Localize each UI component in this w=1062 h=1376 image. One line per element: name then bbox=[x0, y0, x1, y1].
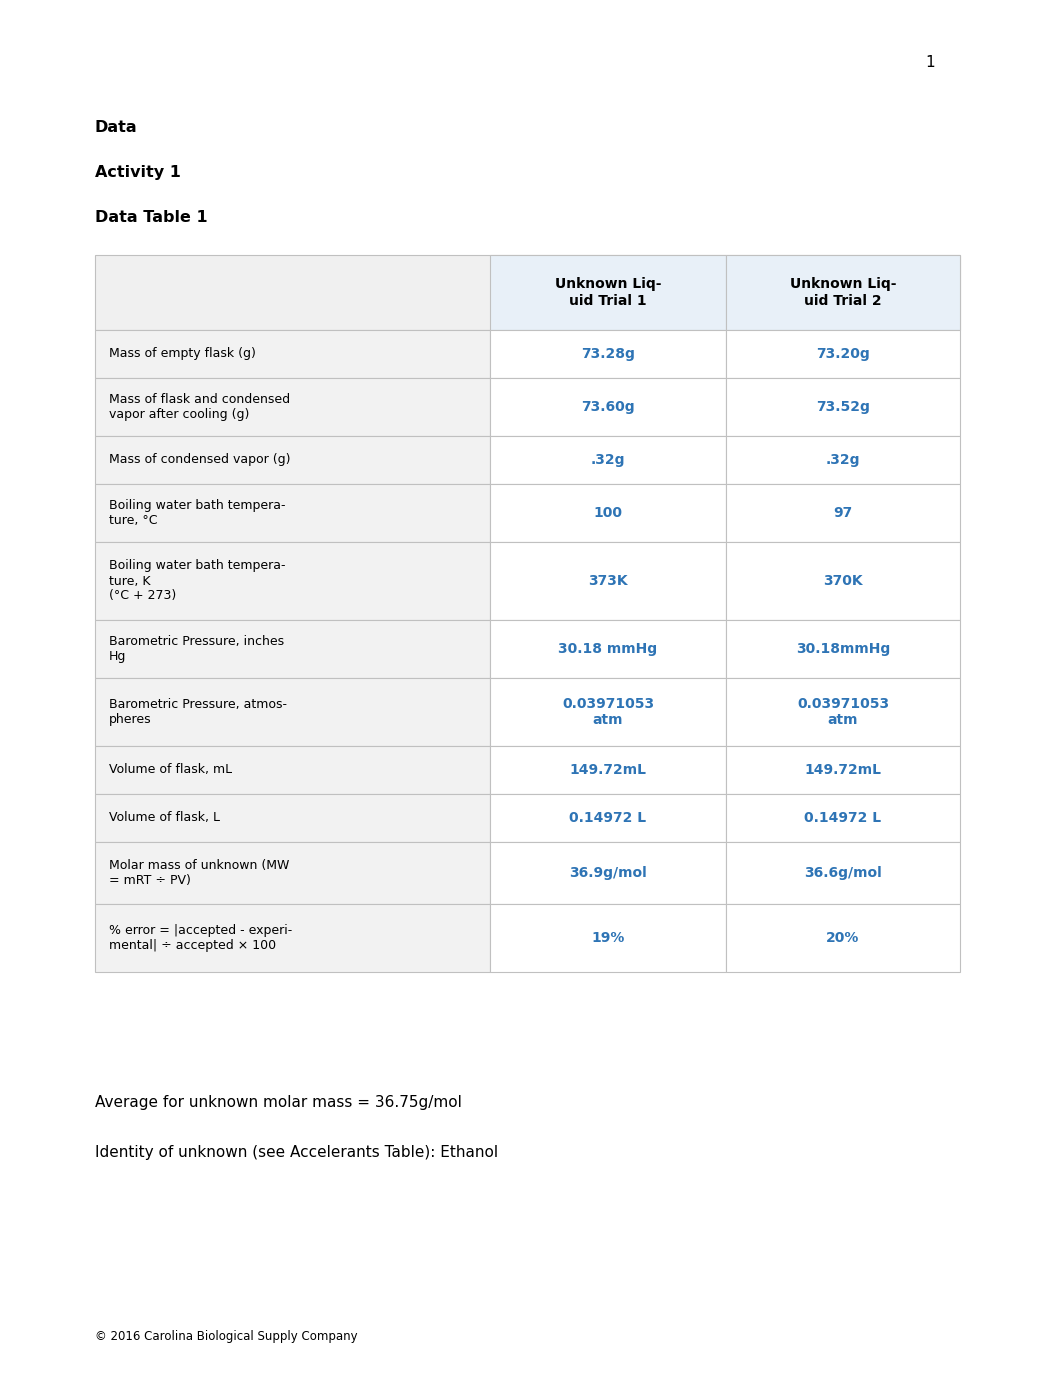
Text: Boiling water bath tempera-
ture, °C: Boiling water bath tempera- ture, °C bbox=[109, 499, 286, 527]
Bar bbox=[726, 842, 960, 904]
Text: Barometric Pressure, inches
Hg: Barometric Pressure, inches Hg bbox=[109, 634, 285, 663]
Bar bbox=[490, 794, 726, 842]
Bar bbox=[490, 904, 726, 971]
Bar bbox=[726, 484, 960, 542]
Text: 0.14972 L: 0.14972 L bbox=[804, 810, 881, 826]
Bar bbox=[490, 330, 726, 378]
Bar bbox=[95, 678, 490, 746]
Text: Activity 1: Activity 1 bbox=[95, 165, 181, 180]
Bar bbox=[490, 746, 726, 794]
Text: .32g: .32g bbox=[826, 453, 860, 466]
Bar bbox=[95, 794, 490, 842]
Bar bbox=[490, 255, 726, 330]
Text: Identity of unknown (see Accelerants Table): Ethanol: Identity of unknown (see Accelerants Tab… bbox=[95, 1145, 498, 1160]
Bar bbox=[490, 436, 726, 484]
Bar bbox=[490, 484, 726, 542]
Text: Boiling water bath tempera-
ture, K
(°C + 273): Boiling water bath tempera- ture, K (°C … bbox=[109, 560, 286, 603]
Text: Data Table 1: Data Table 1 bbox=[95, 211, 208, 226]
Bar bbox=[95, 621, 490, 678]
Bar bbox=[95, 255, 960, 330]
Text: Average for unknown molar mass = 36.75g/mol: Average for unknown molar mass = 36.75g/… bbox=[95, 1095, 462, 1110]
Bar bbox=[726, 330, 960, 378]
Text: .32g: .32g bbox=[590, 453, 626, 466]
Bar bbox=[726, 678, 960, 746]
Text: Barometric Pressure, atmos-
pheres: Barometric Pressure, atmos- pheres bbox=[109, 698, 287, 727]
Bar bbox=[726, 542, 960, 621]
Bar bbox=[726, 436, 960, 484]
Text: 97: 97 bbox=[834, 506, 853, 520]
Text: 73.52g: 73.52g bbox=[816, 400, 870, 414]
Bar bbox=[490, 621, 726, 678]
Text: Volume of flask, L: Volume of flask, L bbox=[109, 812, 220, 824]
Text: 36.6g/mol: 36.6g/mol bbox=[804, 866, 881, 881]
Text: 0.14972 L: 0.14972 L bbox=[569, 810, 647, 826]
Text: Mass of condensed vapor (g): Mass of condensed vapor (g) bbox=[109, 454, 291, 466]
Text: Mass of flask and condensed
vapor after cooling (g): Mass of flask and condensed vapor after … bbox=[109, 394, 290, 421]
Text: 20%: 20% bbox=[826, 932, 859, 945]
Text: Unknown Liq-
uid Trial 1: Unknown Liq- uid Trial 1 bbox=[554, 278, 662, 308]
Bar bbox=[95, 842, 490, 904]
Text: % error = |accepted - experi-
mental| ÷ accepted × 100: % error = |accepted - experi- mental| ÷ … bbox=[109, 925, 292, 952]
Text: Unknown Liq-
uid Trial 2: Unknown Liq- uid Trial 2 bbox=[790, 278, 896, 308]
Text: Data: Data bbox=[95, 120, 138, 135]
Bar bbox=[95, 904, 490, 971]
Bar bbox=[490, 542, 726, 621]
Bar bbox=[95, 378, 490, 436]
Text: 370K: 370K bbox=[823, 574, 862, 588]
Text: 1: 1 bbox=[925, 55, 935, 70]
Bar bbox=[95, 746, 490, 794]
Bar bbox=[95, 484, 490, 542]
Bar bbox=[726, 904, 960, 971]
Text: 73.20g: 73.20g bbox=[816, 347, 870, 361]
Text: 36.9g/mol: 36.9g/mol bbox=[569, 866, 647, 881]
Text: Volume of flask, mL: Volume of flask, mL bbox=[109, 764, 233, 776]
Bar bbox=[490, 678, 726, 746]
Text: 73.60g: 73.60g bbox=[581, 400, 635, 414]
Bar bbox=[726, 378, 960, 436]
Bar bbox=[726, 746, 960, 794]
Text: 30.18 mmHg: 30.18 mmHg bbox=[559, 643, 657, 656]
Text: 30.18mmHg: 30.18mmHg bbox=[795, 643, 890, 656]
Bar bbox=[726, 255, 960, 330]
Bar bbox=[95, 542, 490, 621]
Bar bbox=[490, 842, 726, 904]
Bar bbox=[95, 330, 490, 378]
Bar bbox=[726, 621, 960, 678]
Text: 73.28g: 73.28g bbox=[581, 347, 635, 361]
Text: 373K: 373K bbox=[588, 574, 628, 588]
Text: 149.72mL: 149.72mL bbox=[569, 764, 647, 777]
Text: 149.72mL: 149.72mL bbox=[805, 764, 881, 777]
Text: 19%: 19% bbox=[592, 932, 624, 945]
Text: Mass of empty flask (g): Mass of empty flask (g) bbox=[109, 348, 256, 361]
Text: 100: 100 bbox=[594, 506, 622, 520]
Text: Molar mass of unknown (MW
= mRT ÷ PV): Molar mass of unknown (MW = mRT ÷ PV) bbox=[109, 859, 289, 888]
Text: 0.03971053
atm: 0.03971053 atm bbox=[562, 696, 654, 727]
Text: © 2016 Carolina Biological Supply Company: © 2016 Carolina Biological Supply Compan… bbox=[95, 1331, 358, 1343]
Text: 0.03971053
atm: 0.03971053 atm bbox=[796, 696, 889, 727]
Bar bbox=[490, 378, 726, 436]
Bar bbox=[95, 436, 490, 484]
Bar bbox=[726, 794, 960, 842]
